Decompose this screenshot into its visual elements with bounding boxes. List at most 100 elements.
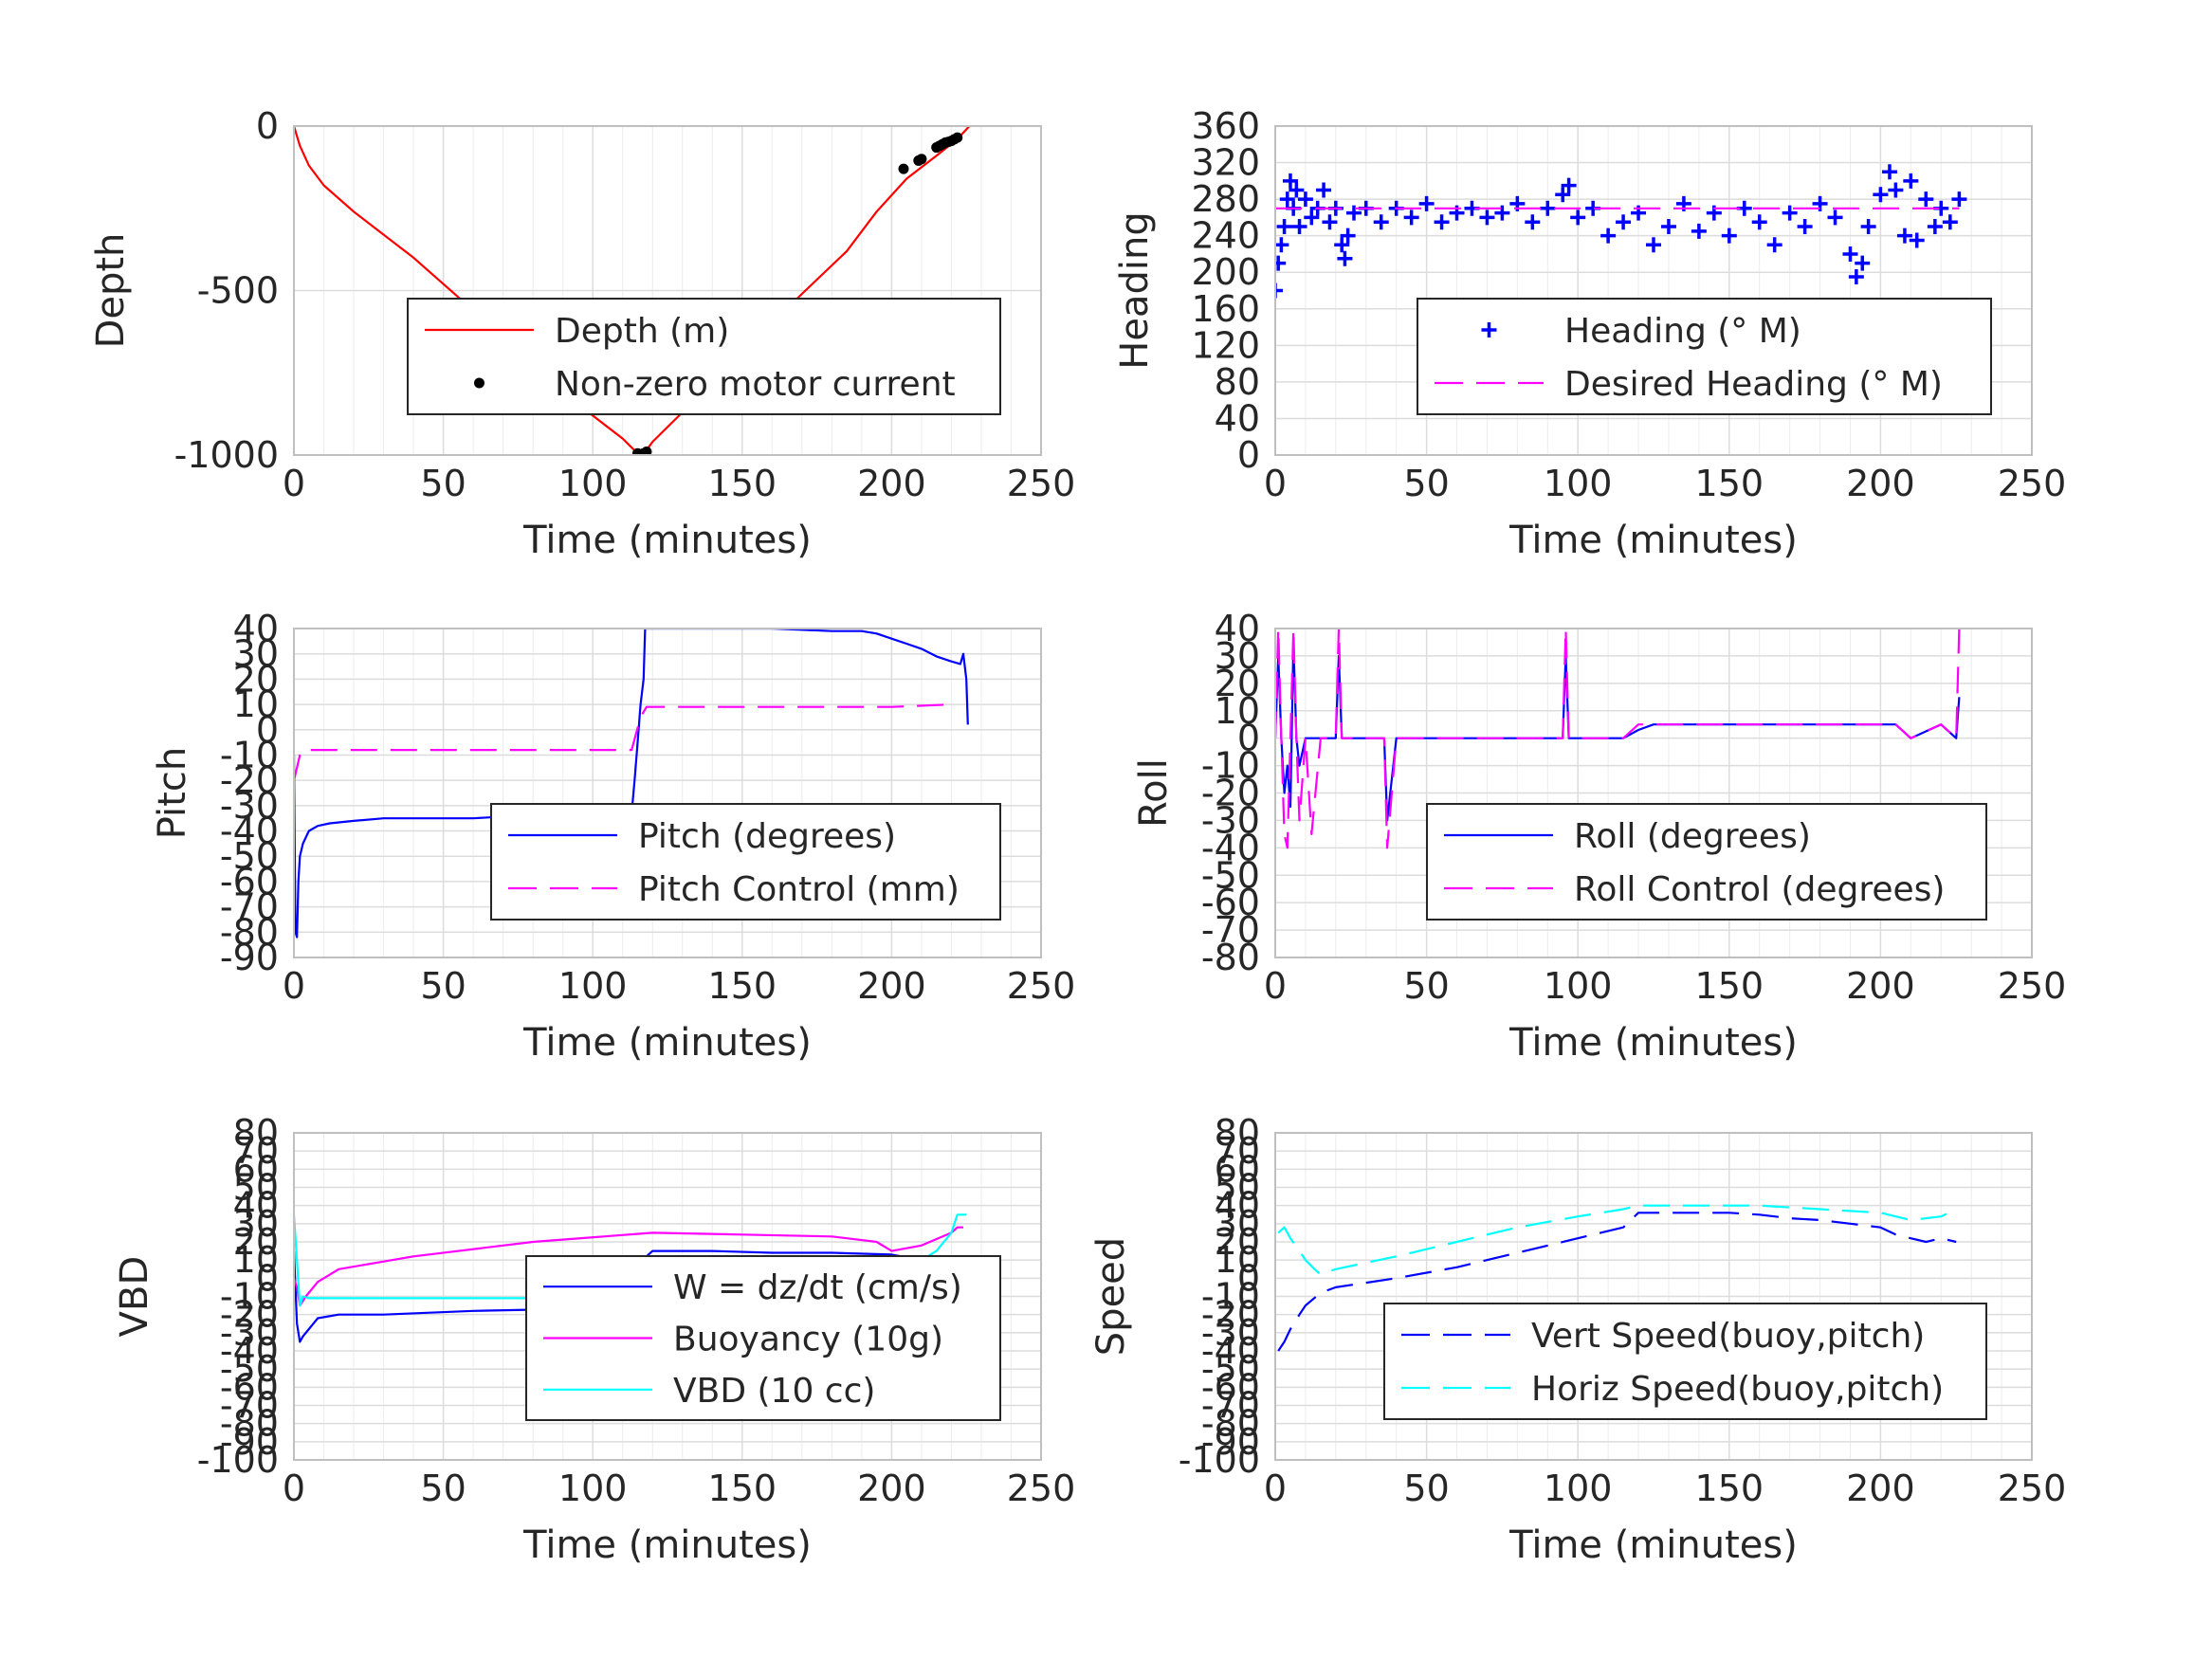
- depth-y-tick-label: -500: [197, 270, 279, 312]
- vbd-y-tick-label: -20: [220, 1294, 279, 1336]
- heading-series-1-point: [1881, 164, 1897, 180]
- heading-series-1-point: [1873, 187, 1889, 203]
- roll-series-2-line: [1275, 629, 1961, 849]
- heading-legend-box: [1417, 298, 1992, 415]
- pitch-y-tick-label: 0: [256, 709, 279, 751]
- vbd-y-tick-label: -40: [220, 1330, 279, 1372]
- speed-x-tick-label: 250: [1998, 1468, 2067, 1509]
- speed-y-tick-label: 40: [1215, 1185, 1260, 1227]
- speed-y-tick-label: -20: [1201, 1294, 1260, 1336]
- vbd-y-tick-label: 60: [233, 1148, 279, 1190]
- heading-series-1-point: [1927, 219, 1943, 235]
- vbd-legend-label: Buoyancy (10g): [673, 1321, 943, 1359]
- roll-legend-label: Roll (degrees): [1574, 817, 1811, 856]
- heading-x-tick-label: 150: [1695, 463, 1764, 504]
- heading-series-1-point: [1275, 237, 1289, 253]
- heading-subplot: 0 50 100 150 200 2500408012016020024028032036…: [1113, 105, 2066, 562]
- roll-y-tick-label: -40: [1201, 827, 1260, 868]
- roll-y-tick-label: 40: [1215, 608, 1260, 649]
- vbd-y-tick-label: -10: [220, 1276, 279, 1318]
- vbd-y-tick-label: 50: [233, 1167, 279, 1209]
- heading-x-tick-label: 100: [1544, 463, 1613, 504]
- depth-series-2-point: [952, 132, 963, 143]
- roll-y-tick-label: -50: [1201, 854, 1260, 896]
- roll-axes-box: [1274, 628, 2033, 958]
- vbd-y-tick-label: -100: [197, 1439, 279, 1481]
- pitch-series-2-line: [294, 703, 952, 781]
- vbd-y-tick-label: 20: [233, 1221, 279, 1263]
- roll-legend-label: Roll Control (degrees): [1574, 870, 1945, 909]
- pitch-plot-area: [294, 629, 969, 939]
- heading-series-1-point: [1479, 210, 1495, 226]
- heading-series-1-point: [1279, 191, 1295, 208]
- pitch-subplot: 0 50 100 150 200 250-90-80-70-60-50-40-30-20-…: [151, 608, 1075, 1065]
- heading-series-1-point: [1282, 173, 1298, 189]
- depth-y-tick-label: -1000: [174, 434, 279, 476]
- roll-x-tick-label: 250: [1998, 965, 2067, 1007]
- speed-series-1-line: [1277, 1212, 1957, 1352]
- speed-y-tick-label: -40: [1201, 1330, 1260, 1372]
- pitch-x-axis-label: Time (minutes): [522, 1021, 812, 1065]
- pitch-y-tick-label: -80: [220, 911, 279, 953]
- speed-y-axis-label: Speed: [1089, 1237, 1133, 1356]
- vbd-y-axis-label: VBD: [113, 1256, 156, 1338]
- heading-series-1-point: [1660, 219, 1676, 235]
- pitch-legend: Pitch (degrees) Pitch Control (mm): [490, 803, 1001, 921]
- heading-series-1-point: [1418, 195, 1435, 211]
- heading-series-1-point: [1316, 182, 1332, 198]
- heading-series-1-point: [1721, 228, 1737, 244]
- speed-y-tick-label: -30: [1201, 1312, 1260, 1354]
- depth-plot-area: [294, 126, 971, 455]
- vbd-x-tick-label: 200: [857, 1468, 926, 1509]
- depth-legend: Depth (m) Non-zero motor current: [407, 298, 1001, 415]
- depth-legend-box: [407, 298, 1001, 415]
- heading-y-axis-label: Heading: [1113, 211, 1157, 369]
- speed-legend: Vert Speed(buoy,pitch) Horiz Speed(buoy,p…: [1383, 1303, 1987, 1420]
- roll-y-tick-label: 0: [1237, 718, 1260, 759]
- heading-series-1-point: [1570, 210, 1586, 226]
- roll-x-tick-label: 50: [1403, 965, 1449, 1007]
- heading-series-1-point: [1494, 205, 1510, 221]
- speed-series-2-line: [1277, 1204, 1957, 1276]
- heading-series-1-point: [1918, 191, 1934, 208]
- vbd-legend-label: W = dz/dt (cm/s): [673, 1268, 962, 1307]
- heading-y-tick-label: 120: [1191, 324, 1260, 366]
- pitch-x-tick-label: 200: [857, 965, 926, 1007]
- vbd-x-axis-label: Time (minutes): [522, 1523, 812, 1567]
- speed-plot-area: [1277, 1204, 1957, 1352]
- heading-y-tick-label: 200: [1191, 251, 1260, 293]
- heading-legend: Heading (° M) Desired Heading (° M): [1417, 298, 1992, 415]
- depth-y-tick-label: 0: [256, 105, 279, 147]
- heading-series-1-point: [1797, 219, 1813, 235]
- depth-legend-label: Depth (m): [555, 312, 729, 351]
- heading-series-1-point: [1903, 173, 1919, 189]
- roll-subplot: 0 50 100 150 200 250-80-70-60-50-40-30-20-100…: [1132, 608, 2066, 1065]
- heading-series-1-point: [1403, 210, 1419, 226]
- heading-series-1-point: [1297, 191, 1313, 208]
- heading-series-1-point: [1345, 205, 1362, 221]
- roll-y-tick-label: -10: [1201, 745, 1260, 787]
- speed-y-tick-label: 80: [1215, 1112, 1260, 1154]
- vbd-x-tick-label: 0: [283, 1468, 305, 1509]
- vbd-axes-box: [293, 1132, 1042, 1461]
- pitch-y-tick-label: -50: [220, 835, 279, 877]
- vbd-legend-label: VBD (10 cc): [673, 1372, 875, 1411]
- heading-series-1-point: [1525, 214, 1541, 230]
- depth-legend-label: Non-zero motor current: [555, 365, 956, 404]
- roll-y-tick-label: 20: [1215, 663, 1260, 704]
- speed-x-tick-label: 200: [1846, 1468, 1915, 1509]
- speed-axes-box: [1274, 1132, 2033, 1461]
- speed-y-tick-label: 0: [1237, 1257, 1260, 1299]
- roll-legend-box: [1426, 803, 1987, 921]
- vbd-y-tick-label: -50: [220, 1348, 279, 1390]
- heading-axes-box: [1274, 125, 2033, 456]
- heading-series-1-point: [1561, 177, 1577, 193]
- pitch-y-tick-label: -20: [220, 759, 279, 801]
- roll-y-axis-label: Roll: [1132, 758, 1176, 828]
- heading-series-1-point: [1275, 283, 1283, 299]
- heading-series-1-point: [1782, 205, 1798, 221]
- heading-y-tick-label: 320: [1191, 142, 1260, 184]
- speed-y-tick-label: -10: [1201, 1276, 1260, 1318]
- heading-series-1-point: [1827, 210, 1843, 226]
